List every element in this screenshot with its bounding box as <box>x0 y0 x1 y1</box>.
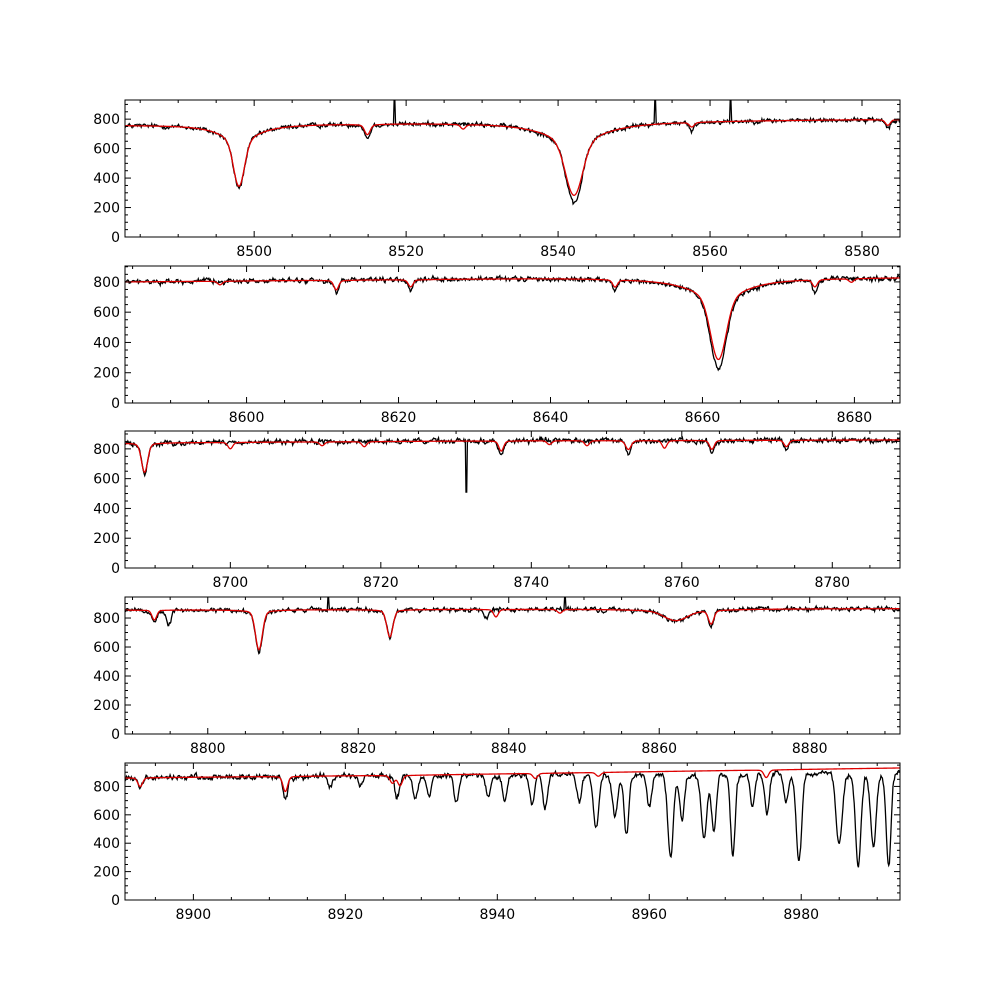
y-tick-label: 600 <box>93 640 120 656</box>
model-spectrum-line <box>125 608 900 651</box>
x-tick-label: 8700 <box>213 575 249 591</box>
axes-frame <box>124 762 901 901</box>
spectrum-panel-3: 8700 8720 8740 8760 8780 0 200 400 600 800 <box>93 430 901 591</box>
x-tick-label: 8860 <box>641 741 677 757</box>
axes-frame <box>124 99 901 238</box>
y-tick-label: 600 <box>93 142 120 158</box>
x-tick-label: 8600 <box>229 410 265 426</box>
y-tick-label: 0 <box>111 396 120 412</box>
x-tick-label: 8520 <box>388 244 424 260</box>
spectrum-panel-4: 8800 8820 8840 8860 8880 0 200 400 600 800 <box>93 596 901 757</box>
y-tick-label: 0 <box>111 727 120 743</box>
y-tick-label: 800 <box>93 275 120 291</box>
y-tick-label: 400 <box>93 171 120 187</box>
x-tick-label: 8660 <box>685 410 721 426</box>
y-tick-label: 200 <box>93 698 120 714</box>
model-spectrum-line <box>125 118 900 196</box>
model-spectrum-line <box>125 767 900 793</box>
y-tick-label: 200 <box>93 366 120 382</box>
spectrum-panel-5: 8900 8920 8940 8960 8980 0 200 400 600 800 <box>93 762 901 923</box>
y-tick-label: 400 <box>93 335 120 351</box>
x-tick-label: 8500 <box>236 244 272 260</box>
x-tick-label: 8540 <box>540 244 576 260</box>
y-tick-label: 400 <box>93 836 120 852</box>
x-tick-label: 8880 <box>792 741 828 757</box>
y-tick-label: 0 <box>111 893 120 909</box>
x-tick-label: 8580 <box>844 244 880 260</box>
y-tick-label: 400 <box>93 669 120 685</box>
x-tick-label: 8960 <box>631 907 667 923</box>
x-tick-label: 8800 <box>190 741 226 757</box>
x-tick-label: 8780 <box>814 575 850 591</box>
y-tick-label: 600 <box>93 305 120 321</box>
y-tick-label: 400 <box>93 501 120 517</box>
model-spectrum-line <box>125 439 900 474</box>
y-tick-label: 800 <box>93 611 120 627</box>
x-tick-label: 8680 <box>837 410 873 426</box>
x-tick-label: 8620 <box>381 410 417 426</box>
y-tick-label: 600 <box>93 808 120 824</box>
y-tick-label: 200 <box>93 201 120 217</box>
y-tick-label: 200 <box>93 865 120 881</box>
x-tick-label: 8940 <box>479 907 515 923</box>
model-spectrum-line <box>125 277 900 361</box>
axes-frame <box>124 596 901 735</box>
y-tick-label: 0 <box>111 561 120 577</box>
x-tick-label: 8640 <box>533 410 569 426</box>
x-tick-label: 8840 <box>491 741 527 757</box>
x-tick-label: 8740 <box>513 575 549 591</box>
y-tick-label: 600 <box>93 472 120 488</box>
y-tick-label: 0 <box>111 230 120 246</box>
x-tick-label: 8560 <box>692 244 728 260</box>
x-tick-label: 8900 <box>176 907 212 923</box>
x-tick-label: 8720 <box>363 575 399 591</box>
y-tick-label: 800 <box>93 779 120 795</box>
y-tick-label: 800 <box>93 442 120 458</box>
y-tick-label: 800 <box>93 112 120 128</box>
x-tick-label: 8760 <box>664 575 700 591</box>
x-tick-label: 8920 <box>328 907 364 923</box>
x-tick-label: 8980 <box>783 907 819 923</box>
spectrum-panel-2: 8600 8620 8640 8660 8680 0 200 400 600 800 <box>93 265 901 426</box>
y-tick-label: 200 <box>93 531 120 547</box>
observed-spectrum-line <box>125 769 900 868</box>
spectrum-panel-1: 8500 8520 8540 8560 8580 0 200 400 600 800 <box>93 99 901 260</box>
axes-frame <box>124 430 901 569</box>
x-tick-label: 8820 <box>340 741 376 757</box>
